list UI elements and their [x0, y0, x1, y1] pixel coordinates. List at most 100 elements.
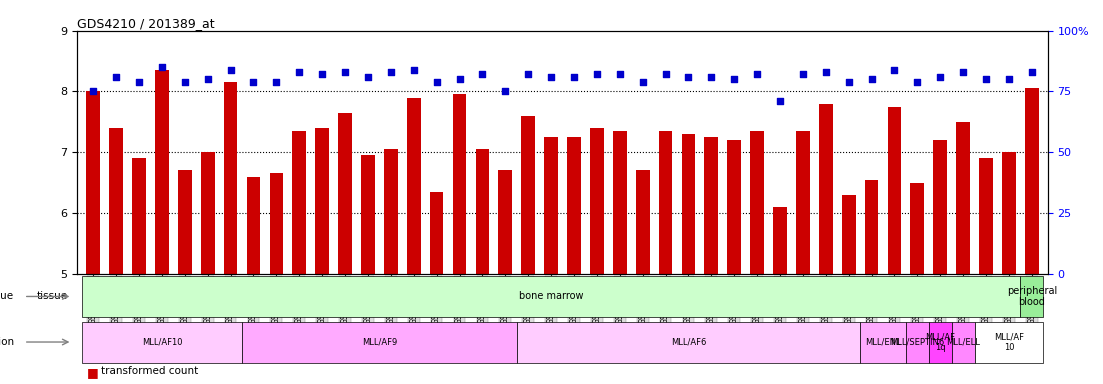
Point [794, 71, 812, 78]
FancyBboxPatch shape [82, 276, 1020, 317]
Bar [705, 137, 718, 274]
Bar [933, 140, 947, 274]
Point [336, 69, 354, 75]
Point [543, 74, 560, 80]
Text: MLL/ELL: MLL/ELL [946, 338, 981, 346]
Point [1000, 76, 1018, 83]
Point [520, 71, 537, 78]
Text: MLL/SEPTIN6: MLL/SEPTIN6 [890, 338, 944, 346]
Bar [178, 170, 192, 274]
Point [107, 74, 125, 80]
Point [268, 79, 286, 85]
Bar [132, 158, 146, 274]
Bar [109, 128, 124, 274]
Bar [1002, 152, 1016, 274]
Text: ■: ■ [87, 366, 98, 379]
Point [588, 71, 606, 78]
Bar [865, 180, 878, 274]
FancyBboxPatch shape [975, 321, 1043, 362]
Point [839, 79, 857, 85]
FancyBboxPatch shape [82, 321, 242, 362]
Point [405, 66, 422, 73]
Point [863, 76, 880, 83]
Bar [269, 174, 283, 274]
Point [85, 88, 103, 94]
Bar [544, 137, 558, 274]
Text: MLL/AF
1q: MLL/AF 1q [925, 332, 955, 352]
Bar [475, 149, 490, 274]
FancyBboxPatch shape [906, 321, 929, 362]
Point [817, 69, 835, 75]
Bar [315, 128, 329, 274]
Point [176, 79, 194, 85]
Text: MLL/AF10: MLL/AF10 [141, 338, 182, 346]
Bar [590, 128, 603, 274]
Bar [247, 177, 260, 274]
Point [428, 79, 446, 85]
Point [222, 66, 239, 73]
Bar [613, 131, 627, 274]
Bar [888, 107, 901, 274]
Bar [979, 158, 993, 274]
Point [451, 76, 469, 83]
Bar [818, 104, 833, 274]
Point [726, 76, 743, 83]
Bar [86, 91, 100, 274]
Text: transformed count: transformed count [101, 366, 199, 376]
Point [130, 79, 148, 85]
Point [313, 71, 331, 78]
Point [360, 74, 377, 80]
Bar [910, 182, 924, 274]
Bar [384, 149, 398, 274]
Bar [727, 140, 741, 274]
Bar [658, 131, 673, 274]
Bar [201, 152, 215, 274]
Bar [635, 170, 650, 274]
Text: MLL/AF6: MLL/AF6 [671, 338, 706, 346]
Bar [156, 70, 169, 274]
Point [954, 69, 972, 75]
Point [656, 71, 674, 78]
Bar [407, 98, 420, 274]
FancyBboxPatch shape [860, 321, 906, 362]
Point [153, 64, 171, 70]
Text: tissue: tissue [0, 291, 14, 301]
Text: MLL/ENL: MLL/ENL [865, 338, 901, 346]
Point [290, 69, 308, 75]
Point [1022, 69, 1040, 75]
Bar [522, 116, 535, 274]
Point [565, 74, 582, 80]
Bar [292, 131, 307, 274]
FancyBboxPatch shape [952, 321, 975, 362]
Point [634, 79, 652, 85]
Bar [567, 137, 581, 274]
Bar [1025, 88, 1039, 274]
Bar [361, 155, 375, 274]
Point [771, 98, 789, 104]
Bar [224, 82, 237, 274]
FancyBboxPatch shape [516, 321, 860, 362]
Point [611, 71, 629, 78]
Text: tissue: tissue [36, 291, 67, 301]
Bar [452, 94, 467, 274]
Bar [796, 131, 810, 274]
Point [931, 74, 949, 80]
Bar [773, 207, 786, 274]
Point [679, 74, 697, 80]
Text: bone marrow: bone marrow [518, 291, 583, 301]
FancyBboxPatch shape [929, 321, 952, 362]
Text: MLL/AF9: MLL/AF9 [362, 338, 397, 346]
Text: genotype/variation: genotype/variation [0, 337, 14, 347]
Point [199, 76, 216, 83]
Text: MLL/AF
10: MLL/AF 10 [994, 332, 1024, 352]
Bar [339, 113, 352, 274]
Bar [750, 131, 764, 274]
Point [977, 76, 995, 83]
Point [473, 71, 491, 78]
Point [703, 74, 720, 80]
FancyBboxPatch shape [1020, 276, 1043, 317]
Point [909, 79, 927, 85]
Point [748, 71, 765, 78]
Point [245, 79, 263, 85]
Point [496, 88, 514, 94]
